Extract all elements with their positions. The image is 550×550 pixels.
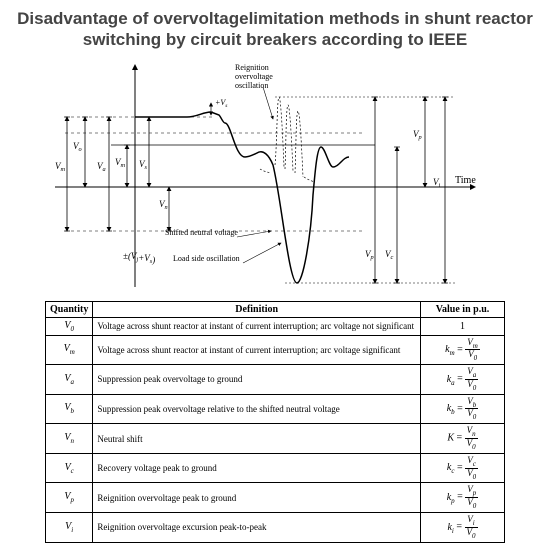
cell-value: kc = VcV0 — [421, 453, 505, 483]
svg-text:overvoltage: overvoltage — [235, 72, 273, 81]
svg-text:Vn: Vn — [159, 199, 168, 211]
table-body: V0Voltage across shunt reactor at instan… — [46, 317, 505, 542]
col-value: Value in p.u. — [421, 301, 505, 317]
cell-value: km = VmV0 — [421, 335, 505, 365]
table-row: VpReignition overvoltage peak to groundk… — [46, 483, 505, 513]
cell-value: ka = VaV0 — [421, 365, 505, 395]
cell-definition: Reignition overvoltage peak to ground — [93, 483, 421, 513]
table-row: ViReignition overvoltage excursion peak-… — [46, 513, 505, 543]
cell-definition: Suppression peak overvoltage relative to… — [93, 394, 421, 424]
cell-quantity: Vp — [46, 483, 93, 513]
svg-text:Vm: Vm — [115, 157, 126, 169]
col-definition: Definition — [93, 301, 421, 317]
cell-definition: Voltage across shunt reactor at instant … — [93, 317, 421, 335]
table-row: VmVoltage across shunt reactor at instan… — [46, 335, 505, 365]
svg-text:Va: Va — [97, 161, 106, 173]
svg-text:Load side oscillation: Load side oscillation — [173, 254, 240, 263]
cell-quantity: V0 — [46, 317, 93, 335]
cell-definition: Suppression peak overvoltage to ground — [93, 365, 421, 395]
svg-text:Vs: Vs — [139, 159, 148, 171]
cell-quantity: Vc — [46, 453, 93, 483]
cell-value: kp = VpV0 — [421, 483, 505, 513]
svg-text:Vp: Vp — [365, 249, 374, 261]
cell-value: K = VnV0 — [421, 424, 505, 454]
cell-definition: Voltage across shunt reactor at instant … — [93, 335, 421, 365]
table-row: VnNeutral shiftK = VnV0 — [46, 424, 505, 454]
svg-text:oscillation: oscillation — [235, 81, 268, 90]
svg-text:Vm: Vm — [55, 161, 66, 173]
diagram-figure: VmVoVaVmVsVnVpVcVpVi+VsReignitionovervol… — [15, 57, 535, 297]
cell-quantity: Vb — [46, 394, 93, 424]
cell-definition: Neutral shift — [93, 424, 421, 454]
table-row: VbSuppression peak overvoltage relative … — [46, 394, 505, 424]
cell-value: 1 — [421, 317, 505, 335]
cell-value: kb = VbV0 — [421, 394, 505, 424]
cell-quantity: Vm — [46, 335, 93, 365]
definitions-table-wrap: Quantity Definition Value in p.u. V0Volt… — [45, 301, 505, 543]
page-title: Disadvantage of overvoltagelimitation me… — [0, 0, 550, 57]
cell-value: ki = ViV0 — [421, 513, 505, 543]
table-row: VaSuppression peak overvoltage to ground… — [46, 365, 505, 395]
svg-text:Shifted neutral voltage: Shifted neutral voltage — [165, 228, 238, 237]
cell-quantity: Vn — [46, 424, 93, 454]
table-row: V0Voltage across shunt reactor at instan… — [46, 317, 505, 335]
svg-text:Vo: Vo — [73, 141, 82, 153]
svg-text:+Vs: +Vs — [215, 98, 227, 109]
definitions-table: Quantity Definition Value in p.u. V0Volt… — [45, 301, 505, 543]
table-row: VcRecovery voltage peak to groundkc = Vc… — [46, 453, 505, 483]
svg-text:Time: Time — [455, 175, 476, 186]
svg-text:±(Vj+Vs): ±(Vj+Vs) — [123, 251, 155, 265]
diagram-svg: VmVoVaVmVsVnVpVcVpVi+VsReignitionovervol… — [15, 57, 535, 297]
svg-text:Reignition: Reignition — [235, 63, 269, 72]
cell-definition: Recovery voltage peak to ground — [93, 453, 421, 483]
cell-quantity: Va — [46, 365, 93, 395]
table-header-row: Quantity Definition Value in p.u. — [46, 301, 505, 317]
svg-text:Vc: Vc — [385, 249, 394, 261]
cell-quantity: Vi — [46, 513, 93, 543]
cell-definition: Reignition overvoltage excursion peak-to… — [93, 513, 421, 543]
col-quantity: Quantity — [46, 301, 93, 317]
svg-text:Vp: Vp — [413, 129, 422, 141]
